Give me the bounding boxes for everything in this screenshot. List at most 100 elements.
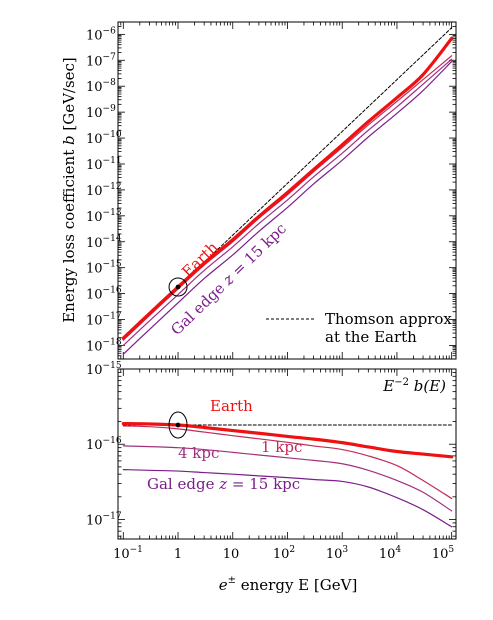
top-ticks <box>117 21 456 360</box>
top-series-earth <box>121 36 454 340</box>
bottom-y-tick-base: 10 <box>86 438 103 453</box>
top-y-tick-exp: −8 <box>103 78 117 88</box>
bottom-plot-frame <box>117 368 457 540</box>
bottom-y-tick-exp: −16 <box>103 436 122 446</box>
top-galedge-suffix: = 15 kpc <box>225 220 290 284</box>
x-axis-title: e± energy E [GeV] <box>219 575 358 594</box>
top-y-tick-label: 10−16 <box>86 286 122 303</box>
top-y-tick-label: 10−15 <box>86 260 122 277</box>
top-y-tick-label: 10−7 <box>86 52 116 69</box>
top-plot-frame <box>117 21 457 360</box>
top-y-tick-base: 10 <box>86 158 103 173</box>
top-y-axis-var: b <box>60 135 78 145</box>
top-y-tick-labels: 10−1810−1710−1610−1510−1410−1310−1210−11… <box>86 26 122 354</box>
top-y-axis-title: Energy loss coefficient b [GeV/sec] <box>60 57 78 323</box>
top-y-tick-label: 10−17 <box>86 312 122 329</box>
top-y-tick-base: 10 <box>86 80 103 95</box>
x-tick-1000-exp: 3 <box>342 545 348 555</box>
top-y-tick-base: 10 <box>86 236 103 251</box>
bottom-y-tick-label: 10−15 <box>86 361 122 378</box>
corner-label-base: E <box>382 377 394 395</box>
top-y-tick-base: 10 <box>86 314 103 329</box>
top-y-tick-base: 10 <box>86 262 103 277</box>
top-y-tick-exp: −7 <box>103 52 117 62</box>
top-series-4kpc <box>122 58 453 347</box>
x-tick-10000-base: 10 <box>379 547 396 562</box>
top-y-tick-exp: −13 <box>103 208 122 218</box>
top-y-tick-base: 10 <box>86 339 103 354</box>
legend-thomson-line1: Thomson approx <box>325 310 452 328</box>
bottom-series-1kpc <box>122 425 453 500</box>
x-tick-100000-base: 10 <box>432 547 449 562</box>
x-tick-label-100: 102 <box>273 545 295 562</box>
bottom-y-tick-base: 10 <box>86 363 103 378</box>
legend-thomson-line2: at the Earth <box>325 328 417 346</box>
top-y-tick-base: 10 <box>86 132 103 147</box>
bottom-earth-marker-dot <box>175 422 181 428</box>
corner-label-exponent: −2 <box>394 377 409 388</box>
top-y-tick-exp: −17 <box>103 312 122 322</box>
x-axis-sup: ± <box>228 575 236 586</box>
top-y-tick-base: 10 <box>86 288 103 303</box>
top-series-1kpc <box>122 55 453 341</box>
top-panel: 10−1810−1710−1610−1510−1410−1310−1210−11… <box>60 21 457 360</box>
top-y-tick-exp: −12 <box>103 182 122 192</box>
top-y-tick-label: 10−8 <box>86 78 116 95</box>
top-y-tick-exp: −9 <box>103 104 117 114</box>
bottom-y-tick-exp: −15 <box>103 361 122 371</box>
top-y-tick-label: 10−9 <box>86 104 116 121</box>
x-tick-label-0p1: 10−1 <box>113 545 143 562</box>
top-y-tick-base: 10 <box>86 28 103 43</box>
bottom-earth-label: Earth <box>210 397 253 415</box>
top-y-tick-exp: −18 <box>103 337 122 347</box>
bottom-galedge-prefix: Gal edge <box>147 475 219 493</box>
top-y-tick-label: 10−18 <box>86 337 122 354</box>
x-tick-100-base: 10 <box>273 547 290 562</box>
top-series-group <box>121 27 454 355</box>
top-y-tick-exp: −11 <box>103 156 122 166</box>
bottom-series-galedge <box>122 469 453 528</box>
top-y-tick-label: 10−6 <box>86 26 116 43</box>
x-tick-0p1-base: 10 <box>113 547 130 562</box>
x-tick-labels: 10−1 1 10 102 103 104 105 <box>113 545 454 562</box>
top-y-tick-exp: −6 <box>103 26 117 36</box>
top-series-galedge <box>122 60 453 355</box>
bottom-ticks <box>117 368 456 539</box>
bottom-galedge-suffix: = 15 kpc <box>227 475 300 493</box>
bottom-corner-label: E−2 b(E) <box>382 377 446 395</box>
top-y-axis-unit: [GeV/sec] <box>60 57 78 135</box>
top-y-axis-text: Energy loss coefficient <box>60 145 78 323</box>
top-y-tick-label: 10−11 <box>86 156 122 173</box>
x-tick-label-10000: 104 <box>379 545 402 562</box>
top-y-tick-base: 10 <box>86 184 103 199</box>
top-y-tick-exp: −16 <box>103 286 122 296</box>
bottom-y-tick-label: 10−17 <box>86 511 122 528</box>
bottom-y-tick-base: 10 <box>86 513 103 528</box>
top-y-tick-base: 10 <box>86 106 103 121</box>
top-y-tick-exp: −10 <box>103 130 122 140</box>
x-tick-1000-base: 10 <box>326 547 343 562</box>
x-tick-0p1-exp: −1 <box>130 545 143 555</box>
x-axis-text: energy E [GeV] <box>236 576 357 594</box>
x-axis-prefix: e <box>219 576 228 594</box>
top-y-tick-label: 10−14 <box>86 234 122 251</box>
x-tick-label-10: 10 <box>223 547 240 562</box>
x-tick-10000-exp: 4 <box>395 545 401 555</box>
bottom-earth-marker-ellipse <box>168 411 188 439</box>
x-tick-label-1: 1 <box>174 547 182 562</box>
x-tick-label-1000: 103 <box>326 545 349 562</box>
x-tick-100-exp: 2 <box>289 545 295 555</box>
x-tick-label-100000: 105 <box>432 545 455 562</box>
top-y-tick-base: 10 <box>86 210 103 225</box>
bottom-label-1kpc: 1 kpc <box>261 438 302 456</box>
bottom-galedge-var: z <box>218 475 227 493</box>
bottom-y-tick-exp: −17 <box>103 511 122 521</box>
top-earth-marker-dot <box>175 284 181 290</box>
bottom-galedge-label: Gal edge z = 15 kpc <box>147 475 300 493</box>
top-y-tick-label: 10−13 <box>86 208 122 225</box>
bottom-label-4kpc: 4 kpc <box>178 444 219 462</box>
bottom-series-4kpc <box>122 445 453 512</box>
